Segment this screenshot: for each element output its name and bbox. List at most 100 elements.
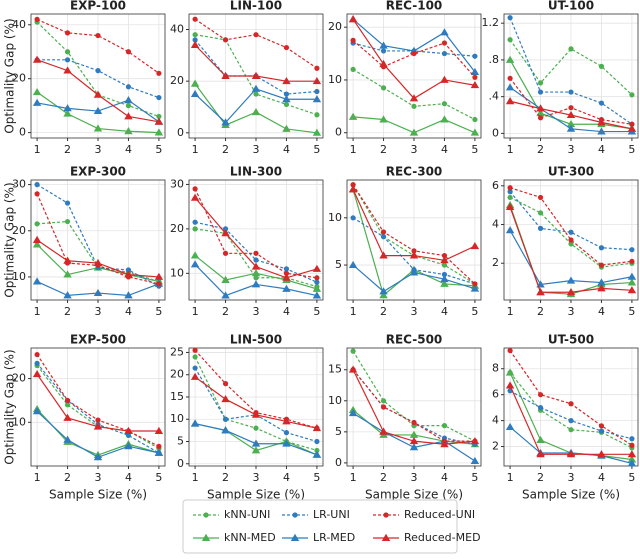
legend-label: Reduced-UNI [404,508,475,521]
marker [125,267,132,273]
marker [566,124,576,132]
x-tick-label: 1 [350,143,357,156]
marker [93,258,103,267]
marker [409,94,419,102]
x-tick-label: 4 [283,143,290,156]
marker [470,81,480,89]
marker [380,398,387,404]
marker [568,427,574,433]
marker [314,447,320,454]
legend-label: Reduced-MED [404,531,481,544]
marker [566,288,576,296]
marker [192,186,198,192]
x-tick-label: 1 [192,143,199,156]
marker [253,250,259,256]
marker [440,256,449,264]
marker [566,120,576,128]
marker [627,272,637,280]
marker [505,226,515,234]
marker [32,98,42,106]
marker [350,348,356,354]
marker [598,428,605,434]
marker [348,112,358,120]
marker [505,368,515,376]
x-tick-label: 5 [471,143,478,156]
marker [290,533,300,541]
marker [63,104,72,112]
marker [190,419,200,427]
marker [441,271,448,278]
subplot-title: UT-300 [548,165,594,179]
marker [314,112,320,118]
marker [537,194,544,201]
x-tick-label: 3 [411,305,418,318]
marker [441,40,448,46]
marker [251,446,261,454]
marker [597,450,606,458]
series-line [509,39,633,96]
marker [190,251,200,259]
marker [190,40,200,48]
y-tick-label: 4 [492,414,499,427]
marker [507,185,513,191]
marker [568,89,574,95]
y-tick-label: 6 [492,388,499,401]
marker [63,291,72,299]
marker [283,91,290,97]
marker [314,279,320,285]
marker [537,392,544,398]
y-tick-label: 4 [492,218,499,231]
marker [440,440,449,448]
marker [568,229,574,235]
marker [312,76,322,85]
x-tick-label: 2 [64,471,71,484]
x-tick-label: 1 [350,305,357,318]
marker [411,419,417,426]
marker [629,436,635,442]
marker [190,260,200,268]
x-tick-label: 5 [471,471,478,484]
marker [629,442,635,448]
x-tick-label: 4 [283,471,290,484]
subplot-title: EXP-300 [70,165,126,179]
marker [350,37,356,43]
marker [292,512,298,518]
plot-frame [188,13,324,139]
marker [282,417,291,425]
marker [597,118,606,126]
y-tick-label: 6 [492,179,499,192]
marker [505,422,515,431]
plot-frame [346,179,482,301]
marker [598,423,605,429]
y-tick-label: 0 [19,126,26,139]
marker [470,284,480,292]
x-tick-label: 5 [155,143,162,156]
marker [379,41,388,49]
marker [221,291,230,299]
marker [283,430,290,436]
y-tick-label: 10 [12,270,26,283]
marker [201,533,211,541]
marker [251,71,261,79]
marker [314,88,320,95]
x-tick-label: 2 [537,305,544,318]
marker [505,381,515,389]
x-tick-label: 1 [34,471,41,484]
marker [156,281,162,287]
marker [350,66,356,73]
marker [380,85,387,91]
x-tick-label: 2 [380,471,387,484]
legend-label: LR-MED [313,531,355,544]
series-line [194,221,318,283]
x-tick-label: 1 [507,471,514,484]
marker [505,97,515,105]
marker [380,229,387,235]
x-tick-label: 1 [192,305,199,318]
x-tick-label: 1 [192,471,199,484]
marker [379,291,388,299]
marker [472,74,478,80]
marker [32,407,42,415]
marker [251,262,261,270]
marker [314,275,320,281]
marker [441,50,448,57]
